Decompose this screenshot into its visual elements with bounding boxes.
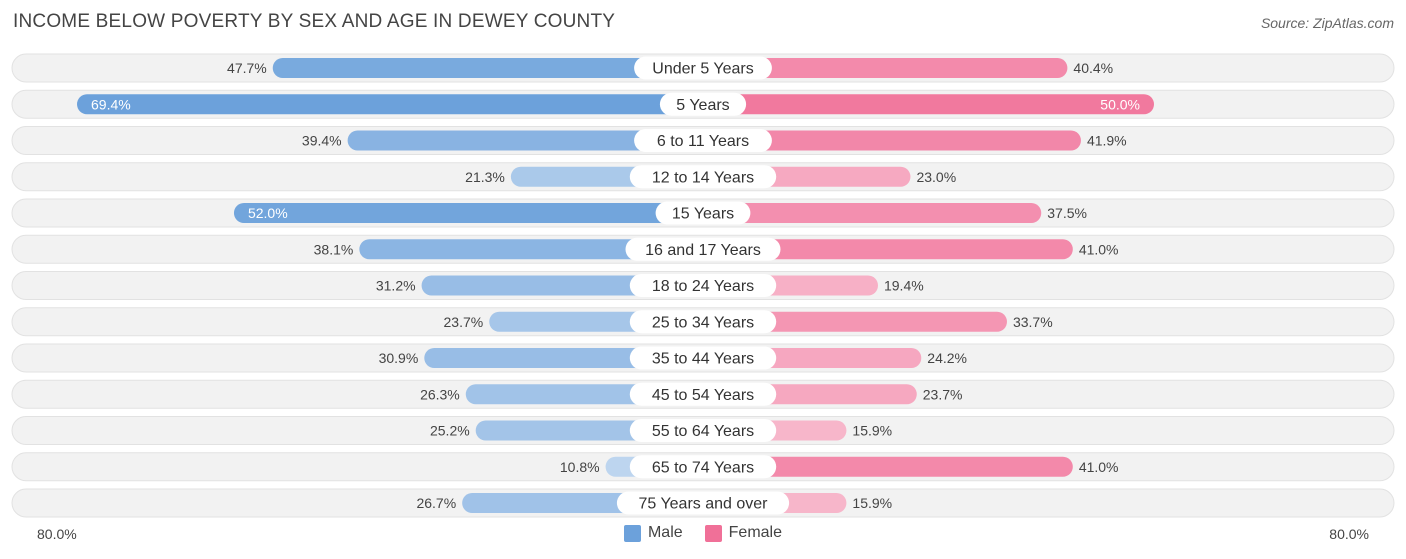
bar-male (77, 94, 703, 115)
legend: Male Female (0, 524, 1406, 542)
value-label-male: 31.2% (376, 278, 416, 294)
category-pill (625, 237, 781, 261)
axis-right-label: 80.0% (1329, 526, 1369, 542)
value-label-female: 37.5% (1047, 205, 1087, 221)
source-label: Source: ZipAtlas.com (1260, 15, 1394, 31)
category-label: 18 to 24 Years (652, 278, 754, 295)
bar-female (703, 239, 1073, 260)
legend-item-male: Male (623, 524, 683, 542)
category-pill (634, 56, 772, 80)
value-label-female: 41.0% (1079, 241, 1119, 257)
value-label-female: 15.9% (852, 423, 892, 439)
category-label: 35 to 44 Years (652, 351, 754, 368)
category-label: 5 Years (676, 97, 729, 114)
category-pill (629, 346, 777, 370)
bar-female (703, 130, 1081, 151)
value-label-male: 69.4% (91, 96, 131, 112)
value-label-female: 40.4% (1073, 60, 1113, 76)
category-pill (655, 201, 751, 225)
category-pill (629, 419, 777, 442)
category-pill (629, 455, 777, 479)
legend-swatch-female (704, 524, 722, 542)
value-label-male: 26.7% (416, 495, 456, 511)
value-label-male: 47.7% (227, 60, 267, 76)
value-label-female: 41.9% (1087, 133, 1127, 149)
category-pill (659, 92, 747, 116)
category-pill (616, 491, 790, 515)
legend-swatch-male (623, 524, 641, 542)
category-pill (634, 129, 772, 152)
category-label: 55 to 64 Years (652, 423, 754, 440)
value-label-female: 41.0% (1079, 459, 1119, 475)
value-label-male: 39.4% (302, 133, 342, 149)
value-label-male: 21.3% (465, 169, 505, 185)
category-label: Under 5 Years (652, 61, 753, 78)
bar-female (703, 94, 1154, 115)
value-label-female: 23.0% (916, 169, 956, 185)
value-label-male: 25.2% (430, 423, 470, 439)
category-label: 16 and 17 Years (645, 242, 761, 259)
value-label-male: 26.3% (420, 386, 460, 402)
value-label-male: 30.9% (379, 350, 419, 366)
category-label: 6 to 11 Years (657, 133, 749, 150)
bar-male (359, 239, 703, 260)
value-label-male: 52.0% (248, 205, 288, 221)
legend-label-male: Male (647, 524, 683, 541)
category-pill (629, 382, 777, 406)
category-label: 25 to 34 Years (652, 314, 754, 331)
category-label: 45 to 54 Years (652, 387, 754, 404)
category-label: 75 Years and over (639, 496, 769, 513)
value-label-male: 10.8% (560, 459, 600, 475)
category-label: 15 Years (672, 206, 734, 223)
category-pill (629, 165, 777, 189)
category-label: 12 to 14 Years (652, 169, 754, 186)
bar-male (347, 130, 703, 151)
legend-item-female: Female (704, 524, 783, 542)
value-label-female: 23.7% (923, 386, 963, 402)
value-label-male: 23.7% (444, 314, 484, 330)
value-label-female: 15.9% (852, 495, 892, 511)
chart-title: INCOME BELOW POVERTY BY SEX AND AGE IN D… (13, 11, 616, 32)
category-label: 65 to 74 Years (652, 459, 754, 476)
bar-male (233, 203, 703, 223)
bar-female (703, 203, 1042, 223)
bar-female (703, 456, 1073, 477)
legend-label-female: Female (728, 524, 783, 541)
bar-female (703, 311, 1007, 332)
value-label-female: 33.7% (1013, 314, 1053, 330)
axis-left-label: 80.0% (37, 526, 77, 542)
value-label-female: 24.2% (927, 350, 967, 366)
category-pill (629, 274, 777, 297)
value-label-male: 38.1% (314, 241, 354, 257)
category-pill (629, 310, 777, 334)
value-label-female: 19.4% (884, 278, 924, 294)
bar-male (272, 58, 703, 78)
bar-female (703, 58, 1068, 78)
value-label-female: 50.0% (1100, 96, 1140, 112)
chart-area: 47.7% 40.4% Under 5 Years 69.4% 50.0% 5 Years… (11, 53, 1395, 518)
